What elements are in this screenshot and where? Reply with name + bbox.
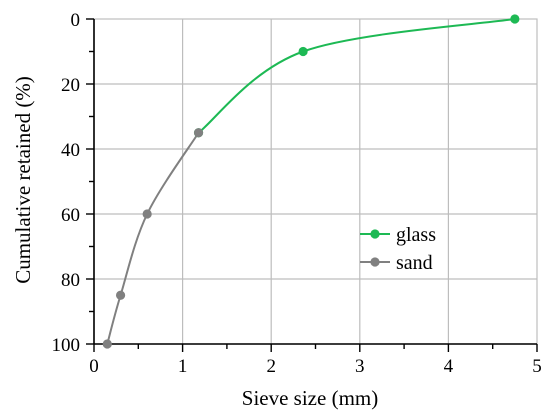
series-line-glass xyxy=(197,18,516,134)
tick-labels: 0 20 40 60 80 100 0 1 2 3 4 5 xyxy=(52,10,542,377)
data-point-sand-3 xyxy=(193,128,204,138)
data-point-glass-1 xyxy=(298,46,308,57)
legend-label-sand: sand xyxy=(396,252,433,274)
series-line-sand xyxy=(106,132,200,345)
x-axis-title: Sieve size (mm) xyxy=(242,386,378,410)
y-tick-label-3: 60 xyxy=(61,205,80,226)
legend-marker-glass xyxy=(370,229,380,239)
grid xyxy=(94,19,537,344)
x-tick-label-2: 2 xyxy=(266,356,276,377)
legend-marker-sand xyxy=(370,257,380,267)
y-tick-label-2: 40 xyxy=(61,140,80,161)
x-tick-label-4: 4 xyxy=(444,356,454,377)
y-tick-label-1: 20 xyxy=(61,75,80,96)
data-point-sand-0 xyxy=(102,339,112,349)
data-point-sand-1 xyxy=(115,290,126,300)
legend: glass sand xyxy=(360,224,436,274)
x-tick-label-3: 3 xyxy=(355,356,365,377)
y-tick-label-4: 80 xyxy=(61,270,80,291)
legend-label-glass: glass xyxy=(396,224,436,246)
x-tick-label-1: 1 xyxy=(178,356,188,377)
series-points xyxy=(102,14,520,349)
x-tick-label-5: 5 xyxy=(532,356,542,377)
x-tick-label-0: 0 xyxy=(89,356,99,377)
y-tick-label-0: 0 xyxy=(71,10,81,31)
data-point-glass-2 xyxy=(510,14,520,24)
series-lines xyxy=(106,18,516,345)
data-point-sand-2 xyxy=(142,209,152,219)
axes xyxy=(86,18,538,352)
y-tick-label-5: 100 xyxy=(52,335,81,356)
y-axis-title: Cumulative retained (%) xyxy=(11,76,35,284)
plot-frame xyxy=(93,18,538,345)
